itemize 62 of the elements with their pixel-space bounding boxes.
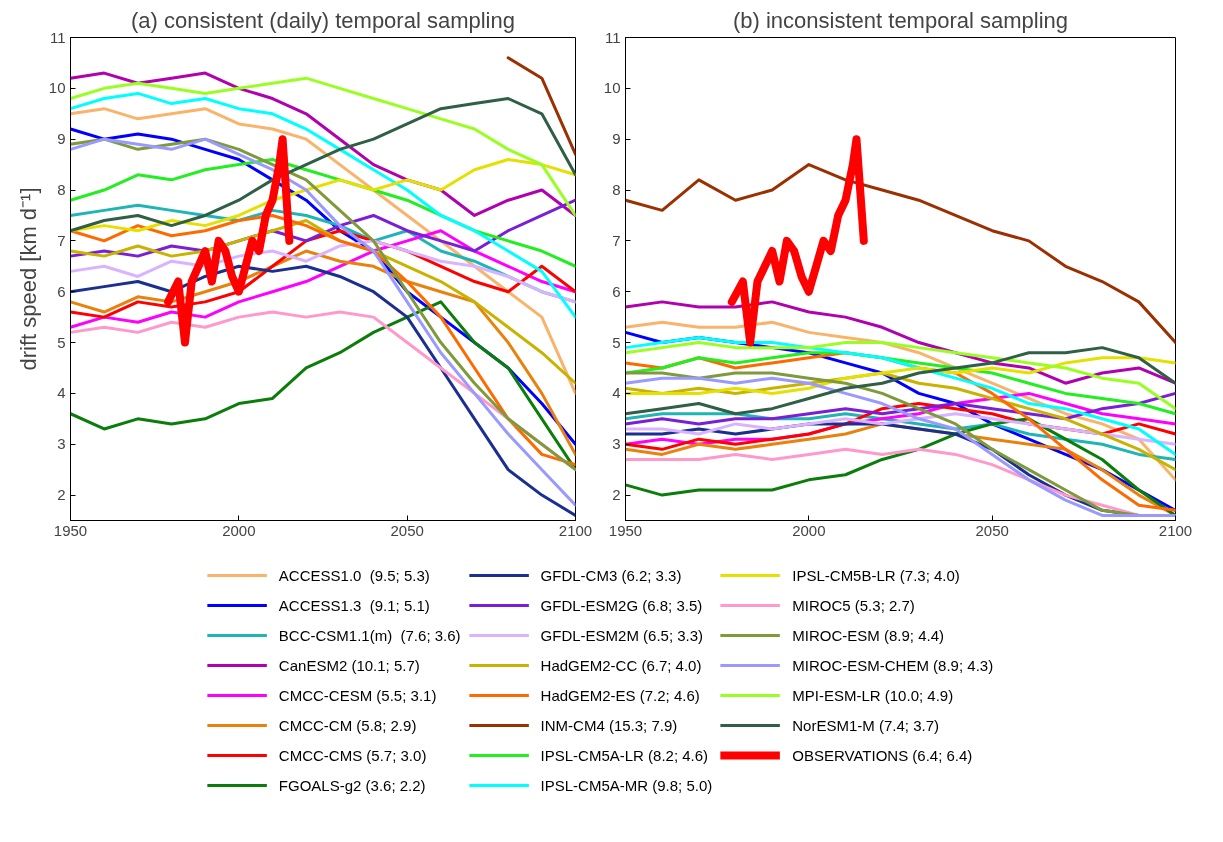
legend-label: MPI-ESM-LR (10.0; 4.9)	[792, 685, 954, 706]
y-tick-label: 3	[612, 435, 621, 453]
legend-label: MIROC-ESM (8.9; 4.4)	[792, 625, 944, 646]
legend-label: IPSL-CM5A-LR (8.2; 4.6)	[540, 745, 709, 766]
y-tick-label: 4	[57, 384, 66, 402]
legend-label: MIROC5 (5.3; 2.7)	[792, 595, 915, 616]
line-series	[625, 412, 1176, 446]
legend-label: MIROC-ESM-CHEM (8.9; 4.3)	[792, 655, 994, 676]
y-tick-label: 2	[612, 486, 621, 504]
x-tick-label: 2100	[1158, 521, 1193, 539]
legend-label: HadGEM2-ES (7.2; 4.6)	[540, 685, 700, 706]
chart-title: (a) consistent (daily) temporal sampling	[131, 7, 515, 33]
legend-label: OBSERVATIONS (6.4; 6.4)	[792, 745, 973, 766]
y-tick-label: 9	[612, 130, 621, 148]
legend-label: ACCESS1.3 (9.1; 5.1)	[278, 595, 430, 616]
y-tick-label: 5	[612, 333, 621, 351]
legend-label: HadGEM2-CC (6.7; 4.0)	[540, 655, 702, 676]
chart-title: (b) inconsistent temporal sampling	[732, 7, 1069, 33]
y-tick-label: 8	[612, 181, 621, 199]
x-tick-label: 2000	[222, 521, 256, 539]
legend-label: BCC-CSM1.1(m) (7.6; 3.6)	[278, 625, 461, 646]
x-tick-label: 2050	[390, 521, 424, 539]
legend-label: ACCESS1.0 (9.5; 5.3)	[278, 565, 430, 586]
y-axis-title: drift speed [km d⁻¹]	[15, 187, 41, 371]
x-tick-label: 2050	[975, 521, 1009, 539]
legend-label: NorESM1-M (7.4; 3.7)	[792, 715, 939, 736]
legend-label: IPSL-CM5B-LR (7.3; 4.0)	[792, 565, 960, 586]
legend-label: CanESM2 (10.1; 5.7)	[278, 655, 420, 676]
y-tick-label: 6	[612, 282, 621, 300]
y-tick-label: 6	[57, 282, 66, 300]
legend-label: GFDL-ESM2M (6.5; 3.3)	[540, 625, 704, 646]
line-series	[625, 391, 1176, 426]
y-tick-label: 4	[612, 384, 621, 402]
x-tick-label: 1950	[53, 521, 88, 539]
y-tick-label: 10	[603, 79, 621, 97]
y-tick-label: 2	[57, 486, 66, 504]
legend-label: CMCC-CMS (5.7; 3.0)	[278, 745, 427, 766]
line-series	[625, 163, 1176, 345]
y-tick-label: 11	[604, 28, 621, 46]
line-series	[625, 356, 1176, 395]
line-series	[70, 107, 576, 395]
legend-label: GFDL-CM3 (6.2; 3.3)	[540, 565, 682, 586]
legend-label: CMCC-CESM (5.5; 3.1)	[278, 685, 437, 706]
y-tick-label: 9	[57, 130, 66, 148]
y-tick-label: 10	[48, 79, 66, 97]
legend-label: IPSL-CM5A-MR (9.8; 5.0)	[540, 775, 713, 796]
legend-label: INM-CM4 (15.3; 7.9)	[540, 715, 678, 736]
y-tick-label: 5	[57, 333, 66, 351]
y-tick-label: 8	[57, 181, 66, 199]
legend-label: CMCC-CM (5.8; 2.9)	[278, 715, 417, 736]
x-tick-label: 2000	[792, 521, 826, 539]
y-tick-label: 7	[57, 231, 66, 249]
y-tick-label: 7	[612, 231, 621, 249]
y-tick-label: 11	[49, 28, 66, 46]
x-tick-label: 2100	[558, 521, 593, 539]
legend-label: FGOALS-g2 (3.6; 2.2)	[278, 775, 426, 796]
line-series	[70, 97, 576, 233]
legend-label: GFDL-ESM2G (6.8; 3.5)	[540, 595, 703, 616]
line-series	[625, 335, 1176, 456]
x-tick-label: 1950	[608, 521, 643, 539]
line-series	[70, 91, 576, 319]
y-tick-label: 3	[57, 435, 66, 453]
